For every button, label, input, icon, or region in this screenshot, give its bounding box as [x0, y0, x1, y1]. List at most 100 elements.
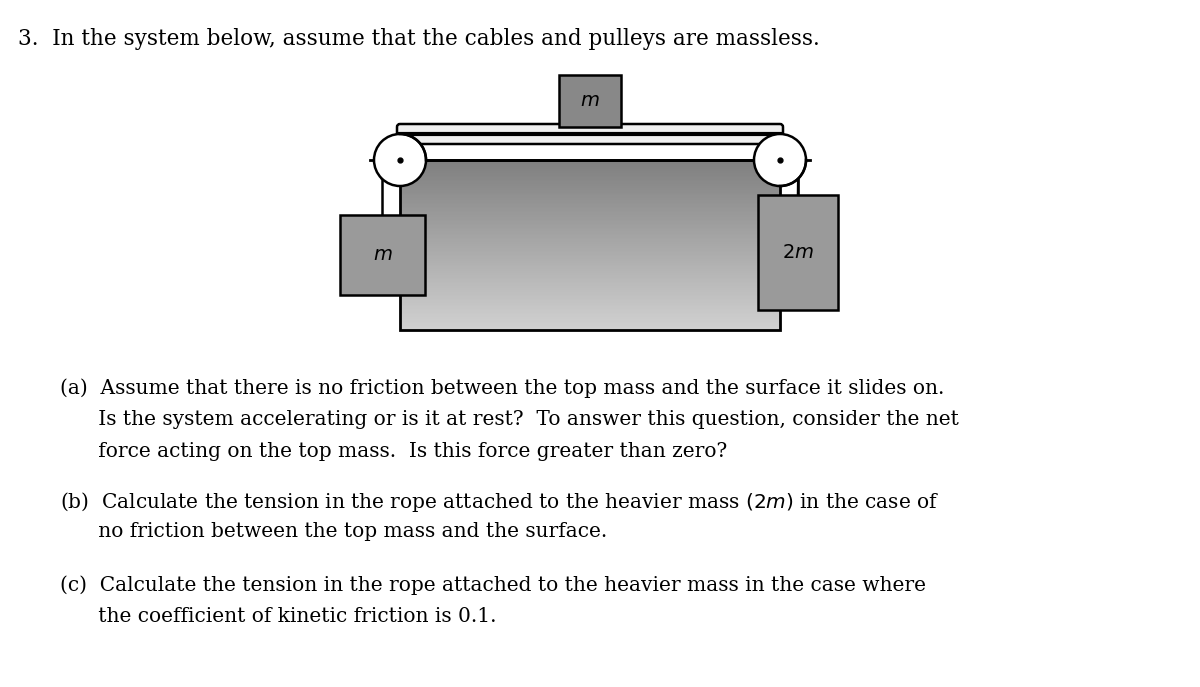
Bar: [400, 200, 780, 201]
Bar: [400, 264, 780, 267]
Bar: [400, 235, 780, 237]
Bar: [400, 180, 780, 182]
Bar: [400, 221, 780, 223]
Bar: [400, 302, 780, 304]
Bar: [400, 227, 780, 229]
Bar: [400, 164, 780, 166]
Bar: [400, 267, 780, 268]
Bar: [400, 179, 780, 180]
Bar: [400, 194, 780, 196]
Bar: [400, 319, 780, 321]
Bar: [400, 239, 780, 241]
Bar: [400, 299, 780, 301]
Bar: [400, 231, 780, 233]
Bar: [400, 254, 780, 256]
Bar: [400, 297, 780, 300]
Text: no friction between the top mass and the surface.: no friction between the top mass and the…: [60, 522, 607, 541]
Bar: [400, 240, 780, 243]
Text: (c)  Calculate the tension in the rope attached to the heavier mass in the case : (c) Calculate the tension in the rope at…: [60, 575, 926, 595]
FancyBboxPatch shape: [397, 124, 784, 144]
Text: $2m$: $2m$: [782, 243, 814, 262]
Bar: [400, 170, 780, 172]
Bar: [758, 195, 838, 310]
Bar: [400, 306, 780, 308]
Bar: [400, 166, 780, 168]
Bar: [400, 287, 780, 289]
Bar: [400, 289, 780, 291]
Bar: [400, 320, 780, 322]
Bar: [400, 260, 780, 262]
Text: (b)  Calculate the tension in the rope attached to the heavier mass $(2m)$ in th: (b) Calculate the tension in the rope at…: [60, 490, 940, 514]
Bar: [400, 177, 780, 179]
Bar: [400, 300, 780, 302]
Bar: [400, 236, 780, 238]
Bar: [400, 263, 780, 265]
Bar: [400, 278, 780, 280]
Bar: [400, 273, 780, 275]
Bar: [400, 174, 780, 176]
Bar: [400, 258, 780, 260]
Bar: [400, 215, 780, 217]
Bar: [400, 247, 780, 248]
Bar: [400, 283, 780, 285]
Bar: [400, 295, 780, 297]
Bar: [400, 188, 780, 190]
Bar: [400, 322, 780, 324]
Bar: [400, 304, 780, 306]
Bar: [400, 291, 780, 292]
Bar: [400, 220, 780, 221]
Bar: [400, 308, 780, 311]
Bar: [400, 197, 780, 199]
Bar: [400, 307, 780, 309]
Bar: [400, 199, 780, 200]
Bar: [400, 176, 780, 177]
Bar: [400, 163, 780, 165]
Text: 3.  In the system below, assume that the cables and pulleys are massless.: 3. In the system below, assume that the …: [18, 28, 820, 50]
Bar: [400, 259, 780, 261]
Bar: [400, 251, 780, 253]
Bar: [400, 184, 780, 186]
Bar: [400, 185, 780, 188]
Bar: [400, 234, 780, 236]
Text: (a)  Assume that there is no friction between the top mass and the surface it sl: (a) Assume that there is no friction bet…: [60, 378, 944, 398]
Bar: [400, 191, 780, 193]
Bar: [400, 313, 780, 315]
Bar: [400, 212, 780, 214]
Bar: [400, 214, 780, 216]
Bar: [400, 168, 780, 170]
Bar: [400, 324, 780, 326]
Text: force acting on the top mass.  Is this force greater than zero?: force acting on the top mass. Is this fo…: [60, 442, 727, 461]
Bar: [400, 312, 780, 313]
Bar: [400, 218, 780, 220]
Bar: [400, 171, 780, 173]
Bar: [400, 272, 780, 274]
Bar: [400, 286, 780, 288]
Bar: [400, 229, 780, 232]
Text: $m$: $m$: [373, 246, 392, 264]
Bar: [400, 252, 780, 254]
Bar: [400, 323, 780, 325]
Bar: [400, 293, 780, 295]
Bar: [400, 244, 780, 245]
Bar: [400, 316, 780, 318]
Text: Is the system accelerating or is it at rest?  To answer this question, consider : Is the system accelerating or is it at r…: [60, 410, 959, 429]
Bar: [400, 262, 780, 264]
Bar: [400, 248, 780, 250]
Bar: [400, 223, 780, 224]
Bar: [400, 183, 780, 185]
Bar: [400, 210, 780, 212]
Bar: [400, 207, 780, 209]
Bar: [400, 271, 780, 273]
Bar: [400, 205, 780, 207]
Bar: [400, 160, 780, 330]
Bar: [400, 280, 780, 282]
Bar: [400, 224, 780, 225]
Bar: [400, 296, 780, 298]
Bar: [400, 292, 780, 293]
Bar: [400, 326, 780, 328]
Bar: [400, 328, 780, 330]
Bar: [400, 256, 780, 258]
Bar: [400, 225, 780, 227]
Bar: [400, 192, 780, 194]
Bar: [400, 269, 780, 271]
